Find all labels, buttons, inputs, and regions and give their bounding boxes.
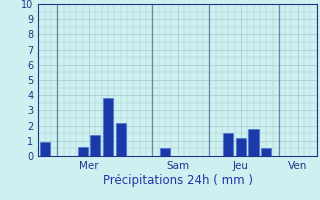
Bar [90, 135, 100, 156]
Bar [236, 138, 246, 156]
Bar [116, 123, 126, 156]
Bar [40, 142, 50, 156]
Bar [78, 147, 88, 156]
X-axis label: Précipitations 24h ( mm ): Précipitations 24h ( mm ) [103, 174, 252, 187]
Bar [248, 129, 259, 156]
Bar [160, 148, 170, 156]
Bar [223, 133, 233, 156]
Bar [261, 148, 271, 156]
Bar [103, 98, 113, 156]
